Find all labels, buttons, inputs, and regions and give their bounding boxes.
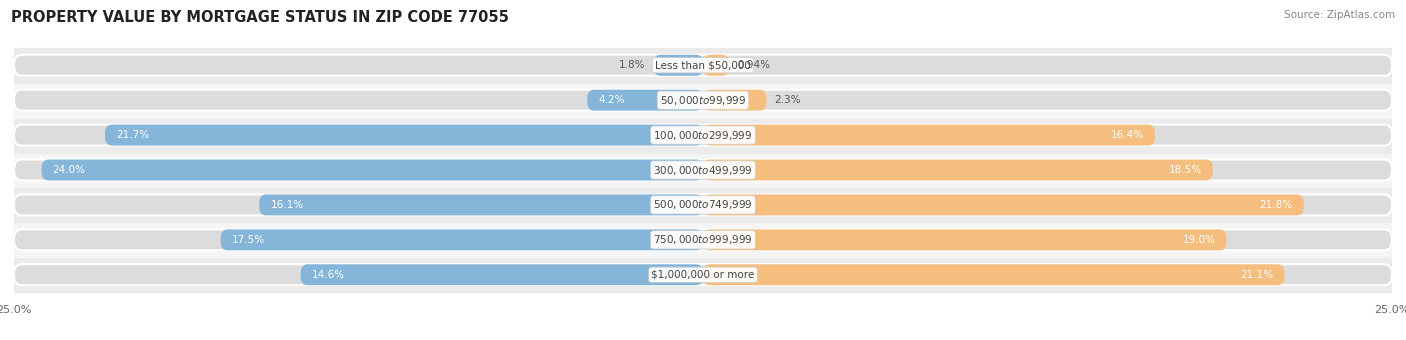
Text: 19.0%: 19.0%: [1182, 235, 1216, 245]
Text: Source: ZipAtlas.com: Source: ZipAtlas.com: [1284, 10, 1395, 20]
FancyBboxPatch shape: [301, 264, 703, 285]
FancyBboxPatch shape: [703, 159, 1213, 181]
Text: $300,000 to $499,999: $300,000 to $499,999: [654, 164, 752, 176]
FancyBboxPatch shape: [14, 230, 1392, 250]
FancyBboxPatch shape: [14, 194, 1392, 216]
FancyBboxPatch shape: [703, 230, 1226, 250]
Bar: [14, 222, 1392, 257]
FancyBboxPatch shape: [703, 90, 766, 110]
Text: $1,000,000 or more: $1,000,000 or more: [651, 270, 755, 280]
FancyBboxPatch shape: [588, 90, 703, 110]
Text: PROPERTY VALUE BY MORTGAGE STATUS IN ZIP CODE 77055: PROPERTY VALUE BY MORTGAGE STATUS IN ZIP…: [11, 10, 509, 25]
Bar: [14, 48, 1392, 83]
Text: 17.5%: 17.5%: [232, 235, 264, 245]
Text: 4.2%: 4.2%: [599, 95, 624, 105]
Text: Less than $50,000: Less than $50,000: [655, 60, 751, 70]
Text: 14.6%: 14.6%: [312, 270, 344, 280]
Text: $100,000 to $299,999: $100,000 to $299,999: [654, 129, 752, 141]
Bar: [14, 257, 1392, 292]
Text: 16.1%: 16.1%: [270, 200, 304, 210]
FancyBboxPatch shape: [703, 264, 1285, 285]
Text: 16.4%: 16.4%: [1111, 130, 1144, 140]
Text: 21.8%: 21.8%: [1260, 200, 1292, 210]
Text: 21.7%: 21.7%: [117, 130, 149, 140]
FancyBboxPatch shape: [14, 90, 1392, 110]
Text: $500,000 to $749,999: $500,000 to $749,999: [654, 199, 752, 211]
Text: 24.0%: 24.0%: [52, 165, 86, 175]
Bar: [14, 187, 1392, 222]
FancyBboxPatch shape: [654, 55, 703, 76]
FancyBboxPatch shape: [14, 124, 1392, 146]
FancyBboxPatch shape: [14, 55, 1392, 76]
FancyBboxPatch shape: [703, 124, 1154, 146]
Text: $750,000 to $999,999: $750,000 to $999,999: [654, 233, 752, 246]
FancyBboxPatch shape: [14, 264, 1392, 285]
Bar: [14, 153, 1392, 187]
Text: 1.8%: 1.8%: [619, 60, 645, 70]
FancyBboxPatch shape: [259, 194, 703, 216]
Bar: [14, 83, 1392, 118]
FancyBboxPatch shape: [703, 55, 728, 76]
FancyBboxPatch shape: [105, 124, 703, 146]
Text: 18.5%: 18.5%: [1168, 165, 1202, 175]
Text: 2.3%: 2.3%: [775, 95, 801, 105]
Text: 21.1%: 21.1%: [1240, 270, 1274, 280]
FancyBboxPatch shape: [42, 159, 703, 181]
FancyBboxPatch shape: [14, 159, 1392, 181]
FancyBboxPatch shape: [703, 194, 1303, 216]
FancyBboxPatch shape: [221, 230, 703, 250]
Bar: [14, 118, 1392, 153]
Text: 0.94%: 0.94%: [737, 60, 770, 70]
Text: $50,000 to $99,999: $50,000 to $99,999: [659, 94, 747, 107]
